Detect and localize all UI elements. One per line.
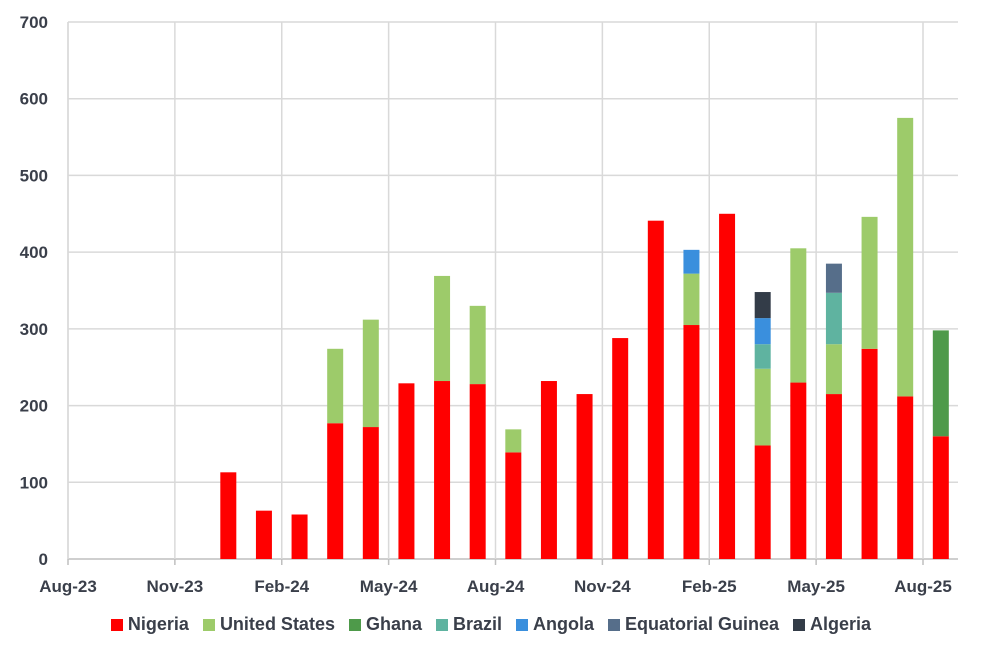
legend-swatch (202, 618, 215, 631)
bar-segment-nigeria (220, 472, 237, 559)
bar-segment-brazil (754, 344, 771, 369)
bar-segment-nigeria (505, 452, 522, 559)
y-tick-label: 0 (39, 550, 48, 569)
legend-swatch (348, 618, 361, 631)
bar-segment-nigeria (469, 384, 486, 559)
x-axis (67, 22, 924, 565)
bar-segment-united-states (861, 216, 878, 349)
legend-label: Equatorial Guinea (625, 614, 780, 634)
bar-segment-nigeria (897, 396, 914, 559)
legend-item-ghana: Ghana (348, 614, 422, 635)
bar-segment-ghana (932, 330, 949, 437)
legend-label: Brazil (452, 614, 503, 634)
bar-segment-nigeria (719, 213, 736, 560)
bar-segment-united-states (469, 305, 486, 385)
x-tick-label: May-25 (787, 577, 845, 596)
legend: Nigeria United States Ghana Brazil Angola Equ… (0, 614, 982, 635)
bar-segment-nigeria (540, 381, 557, 559)
x-tick-label: May-24 (360, 577, 418, 596)
x-tick-label: Nov-23 (147, 577, 204, 596)
bar-segment-nigeria (647, 220, 664, 559)
legend-item-brazil: Brazil (435, 614, 503, 635)
x-axis-tick-labels: Aug-23 Nov-23 Feb-24 May-24 Aug-24 Nov-24 Feb-… (39, 577, 952, 596)
legend-item-angola: Angola (516, 614, 594, 635)
legend-item-equatorial-guinea: Equatorial Guinea (608, 614, 779, 635)
legend-swatch (608, 618, 621, 631)
bar-segment-nigeria (398, 383, 415, 559)
bar-segment-nigeria (683, 325, 700, 559)
bar-segment-angola (683, 249, 700, 274)
bar-segment-nigeria (861, 348, 878, 559)
gridlines (67, 21, 958, 560)
bar-segment-nigeria (932, 436, 949, 559)
y-tick-label: 400 (20, 243, 48, 262)
y-tick-label: 500 (20, 166, 48, 185)
bar-segment-united-states (683, 273, 700, 326)
bar-segment-united-states (434, 275, 451, 382)
y-axis-tick-labels: 0 100 200 300 400 500 600 700 (20, 13, 48, 569)
bar-segment-algeria (754, 292, 771, 319)
bar-segment-nigeria (327, 423, 344, 559)
legend-label: United States (219, 614, 335, 634)
legend-item-algeria: Algeria (793, 614, 871, 635)
x-tick-label: Aug-23 (39, 577, 97, 596)
x-tick-label: Feb-25 (682, 577, 737, 596)
bar-segment-nigeria (576, 394, 593, 559)
legend-label: Ghana (365, 614, 422, 634)
bar-segment-brazil (825, 292, 842, 345)
bar-segment-nigeria (291, 514, 308, 559)
bar-segment-nigeria (825, 394, 842, 559)
y-tick-label: 700 (20, 13, 48, 32)
x-tick-label: Aug-24 (467, 577, 525, 596)
legend-label: Algeria (810, 614, 872, 634)
bar-segment-united-states (790, 248, 807, 383)
bar-segment-nigeria (790, 382, 807, 559)
x-tick-label: Aug-25 (894, 577, 952, 596)
bar-segment-united-states (825, 344, 842, 395)
legend-label: Nigeria (127, 614, 189, 634)
bar-segment-united-states (897, 117, 914, 397)
bar-segment-united-states (327, 348, 344, 424)
stacked-bar-chart: 0 100 200 300 400 500 600 700 Aug-23 Nov-23 Feb-2… (20, 13, 958, 596)
bar-segment-angola (754, 318, 771, 345)
x-tick-label: Feb-24 (254, 577, 309, 596)
bar-segment-nigeria (612, 338, 629, 559)
y-tick-label: 100 (20, 473, 48, 492)
y-tick-label: 200 (20, 397, 48, 416)
legend-swatch (516, 618, 529, 631)
x-tick-label: Nov-24 (574, 577, 631, 596)
bar-segment-united-states (505, 429, 522, 453)
legend-label: Angola (533, 614, 595, 634)
bar-segment-nigeria (434, 381, 451, 559)
bar-segment-nigeria (255, 510, 272, 559)
bar-segment-united-states (754, 368, 771, 446)
bar-segment-equatorial-guinea (825, 263, 842, 293)
bar-segment-nigeria (362, 427, 379, 559)
legend-swatch (435, 618, 448, 631)
bar-segment-nigeria (754, 445, 771, 559)
legend-item-united-states: United States (202, 614, 335, 635)
bar-segment-united-states (362, 319, 379, 428)
y-tick-label: 600 (20, 90, 48, 109)
y-tick-label: 300 (20, 320, 48, 339)
legend-item-nigeria: Nigeria (110, 614, 189, 635)
legend-swatch (110, 618, 123, 631)
legend-swatch (793, 618, 806, 631)
bars (220, 117, 949, 560)
